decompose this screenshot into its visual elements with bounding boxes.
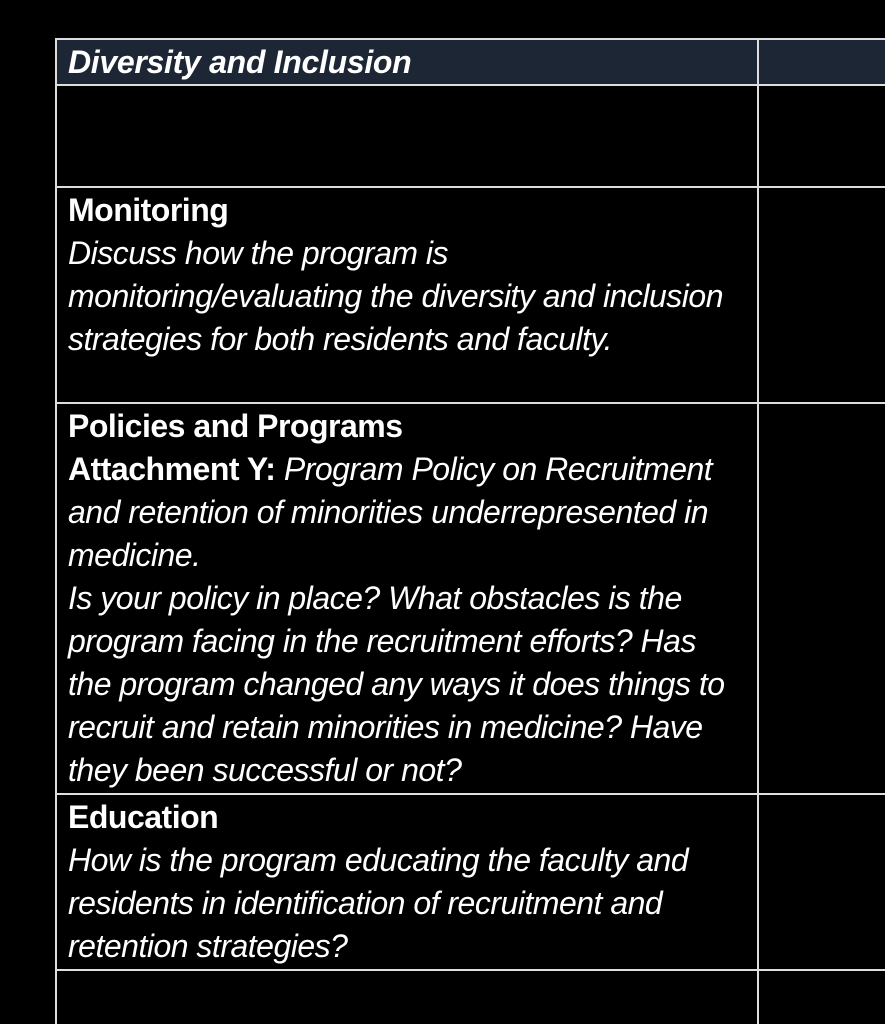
header-side-cell	[757, 38, 885, 86]
diversity-inclusion-table: Diversity and Inclusion Monitoring Discu…	[55, 38, 885, 1024]
policies-answer-cell	[757, 402, 885, 795]
header-title-cell: Diversity and Inclusion	[55, 38, 759, 86]
education-question-text: How is the program educating the faculty…	[68, 842, 689, 964]
education-heading: Education	[68, 799, 219, 835]
policies-question-text: Is your policy in place? What obstacles …	[68, 580, 725, 788]
monitoring-row: Monitoring Discuss how the program is mo…	[55, 186, 885, 404]
policies-attachment-line: Attachment Y: Program Policy on Recruitm…	[68, 448, 747, 577]
table-title: Diversity and Inclusion	[68, 43, 412, 80]
empty-top-main-cell	[55, 84, 759, 188]
monitoring-heading: Monitoring	[68, 192, 229, 228]
empty-row-bottom	[55, 969, 885, 1024]
empty-row-top	[55, 84, 885, 188]
education-row: Education How is the program educating t…	[55, 793, 885, 971]
education-question-cell: Education How is the program educating t…	[55, 793, 759, 971]
policies-heading: Policies and Programs	[68, 408, 403, 444]
empty-top-side-cell	[757, 84, 885, 188]
attachment-label: Attachment Y:	[68, 451, 276, 487]
empty-bottom-side-cell	[757, 969, 885, 1024]
policies-row: Policies and Programs Attachment Y: Prog…	[55, 402, 885, 795]
header-row: Diversity and Inclusion	[55, 38, 885, 86]
education-answer-cell	[757, 793, 885, 971]
monitoring-question-text: Discuss how the program is monitoring/ev…	[68, 235, 724, 357]
attachment-title: Program Policy on Recruitment and retent…	[68, 451, 713, 573]
policies-question-cell: Policies and Programs Attachment Y: Prog…	[55, 402, 759, 795]
monitoring-answer-cell	[757, 186, 885, 404]
empty-bottom-main-cell	[55, 969, 759, 1024]
monitoring-question-cell: Monitoring Discuss how the program is mo…	[55, 186, 759, 404]
